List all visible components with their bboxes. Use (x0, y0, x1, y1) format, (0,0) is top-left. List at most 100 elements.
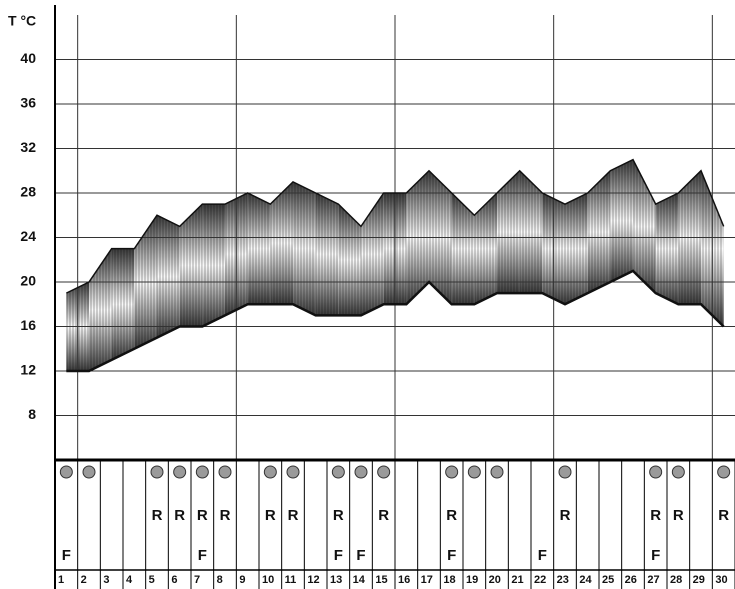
band-hatch (587, 170, 611, 294)
day-label: 21 (511, 574, 523, 586)
band-hatch (565, 193, 588, 305)
y-axis-label: T °C (8, 13, 36, 29)
icon-symbol: R (718, 507, 729, 524)
min-line (66, 269, 725, 373)
icon-symbol: R (152, 507, 163, 524)
day-label: 15 (375, 574, 387, 586)
day-label: 23 (557, 574, 569, 586)
band-hatch (315, 193, 339, 316)
day-label: 26 (625, 574, 637, 586)
band-hatch (610, 159, 633, 282)
day-label: 1 (58, 574, 64, 586)
band-hatch (179, 204, 203, 327)
icon-symbol: F (651, 547, 660, 564)
precip-circle (377, 465, 391, 479)
icon-symbol: R (288, 507, 299, 524)
symbols-panel: 1 2 3 4 5 6 7 8 9 10 11 12 13 14 15 16 17 18 19 20 21 22 23 24 2… (54, 460, 735, 589)
day-label: 9 (239, 574, 245, 586)
day-label: 11 (285, 574, 297, 586)
icon-symbol: F (356, 547, 365, 564)
icon-symbol: R (650, 507, 661, 524)
band-hatch (157, 215, 180, 338)
max-line (66, 158, 725, 294)
band-hatch (338, 204, 361, 316)
precip-circle (558, 465, 572, 479)
band-hatch (111, 248, 135, 360)
icon-symbol: F (62, 547, 71, 564)
day-label: 2 (81, 574, 87, 586)
day-label: 14 (353, 574, 366, 586)
day-label: 28 (670, 574, 682, 586)
precip-circle (331, 465, 345, 479)
day-label: 16 (398, 574, 410, 586)
precip-circle (82, 465, 96, 479)
y-tick-label: 28 (20, 184, 36, 200)
day-label: 29 (693, 574, 705, 586)
precip-circle (150, 465, 164, 479)
precip-circle (286, 465, 300, 479)
day-label: 8 (217, 574, 223, 586)
band-hatch (361, 193, 384, 316)
day-label: 20 (489, 574, 501, 586)
day-label: 17 (421, 574, 433, 586)
precip-circle (263, 465, 277, 479)
icon-symbol: F (538, 547, 547, 564)
icon-symbol: R (265, 507, 276, 524)
y-tick-label: 36 (20, 95, 36, 111)
band-hatch (497, 170, 520, 294)
day-label: 18 (443, 574, 455, 586)
day-label: 4 (126, 574, 133, 586)
icon-symbol: F (198, 547, 207, 564)
day-label: 6 (171, 574, 177, 586)
precip-circle (649, 465, 663, 479)
y-tick-label: 16 (20, 317, 36, 333)
precip-circle (218, 465, 232, 479)
precip-circle (717, 465, 731, 479)
y-tick-label: 32 (20, 139, 36, 155)
day-label: 12 (307, 574, 319, 586)
icon-symbol: R (174, 507, 185, 524)
icon-symbol: R (446, 507, 457, 524)
band-hatch (293, 181, 316, 316)
day-label: 7 (194, 574, 200, 586)
icon-symbol: R (197, 507, 208, 524)
icon-symbol: R (673, 507, 684, 524)
icon-symbol: R (560, 507, 571, 524)
band-hatch (247, 193, 271, 305)
day-label: 24 (579, 574, 592, 586)
y-tick-label: 8 (28, 406, 36, 422)
icon-symbol: R (333, 507, 344, 524)
band-hatch (89, 248, 112, 371)
day-label: 3 (103, 574, 109, 586)
day-label: 10 (262, 574, 274, 586)
day-label: 25 (602, 574, 614, 586)
band-hatch (270, 181, 293, 305)
precip-circle (173, 465, 187, 479)
band-hatch (655, 193, 679, 305)
y-tick-label: 20 (20, 273, 36, 289)
lines (66, 158, 725, 373)
precip-circle (59, 465, 73, 479)
day-label: 5 (149, 574, 155, 586)
day-label: 19 (466, 574, 478, 586)
precip-circle (490, 465, 504, 479)
precip-circle (671, 465, 685, 479)
icon-symbol: R (378, 507, 389, 524)
icon-symbol: R (220, 507, 231, 524)
precip-circle (467, 465, 481, 479)
day-label: 27 (647, 574, 659, 586)
y-tick-label: 24 (20, 228, 36, 244)
precip-circle (195, 465, 209, 479)
band-hatch (202, 204, 225, 327)
band-hatch (451, 193, 475, 305)
band-hatch (474, 193, 497, 305)
y-tick-label: 40 (20, 50, 36, 66)
y-tick-label: 12 (20, 362, 36, 378)
icon-symbol: F (447, 547, 456, 564)
precip-circle (445, 465, 459, 479)
band-hatch (519, 170, 543, 294)
icon-symbol: F (334, 547, 343, 564)
day-label: 30 (715, 574, 727, 586)
day-label: 22 (534, 574, 546, 586)
